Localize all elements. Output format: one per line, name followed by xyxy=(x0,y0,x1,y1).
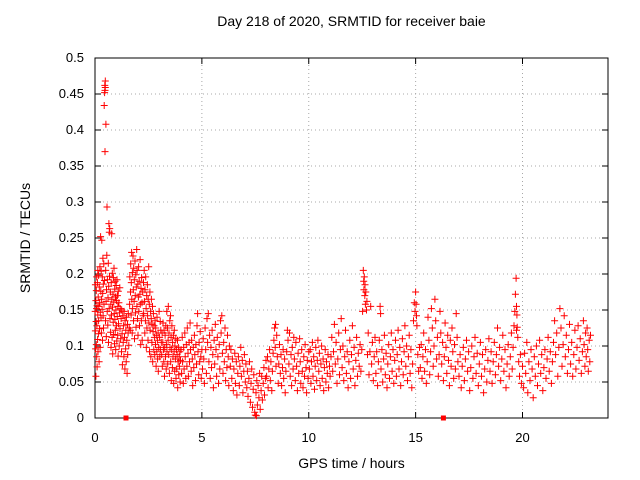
square-marker-flagged-baseline-markers xyxy=(440,415,446,421)
y-tick-label: 0.15 xyxy=(58,302,84,317)
y-tick-label: 0.4 xyxy=(65,122,84,137)
square-marker-flagged-baseline-markers xyxy=(123,415,129,421)
x-tick-label: 10 xyxy=(301,430,316,445)
y-tick-label: 0.25 xyxy=(58,230,84,245)
y-tick-label: 0.2 xyxy=(65,266,84,281)
x-axis-label: GPS time / hours xyxy=(298,455,405,471)
chart-title: Day 218 of 2020, SRMTID for receiver bai… xyxy=(217,13,486,29)
x-tick-label: 20 xyxy=(515,430,530,445)
x-tick-label: 15 xyxy=(408,430,423,445)
y-tick-label: 0.5 xyxy=(65,50,84,65)
y-tick-label: 0.1 xyxy=(65,338,84,353)
grid-lines xyxy=(95,58,608,418)
y-tick-label: 0 xyxy=(76,410,84,425)
y-tick-label: 0.05 xyxy=(58,374,84,389)
scatter-points-srmtid-values xyxy=(91,77,594,420)
y-tick-label: 0.35 xyxy=(58,158,84,173)
y-tick-label: 0.45 xyxy=(58,86,84,101)
x-tick-label: 5 xyxy=(198,430,206,445)
tick-marks xyxy=(94,57,608,419)
x-tick-label: 0 xyxy=(91,430,99,445)
y-tick-label: 0.3 xyxy=(65,194,84,209)
